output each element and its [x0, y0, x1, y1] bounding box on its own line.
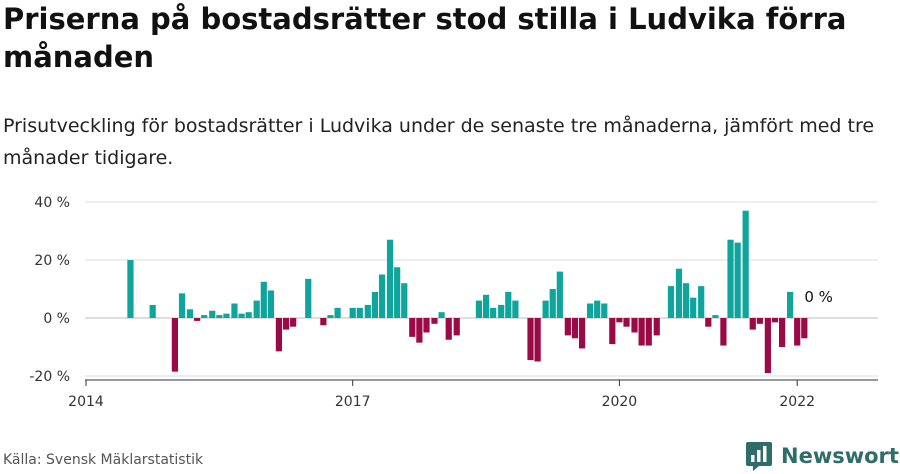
bar-negative: [631, 318, 638, 333]
bar-negative: [645, 318, 652, 346]
bar-positive: [334, 307, 341, 318]
bar-negative: [638, 318, 645, 346]
y-tick-label: 0 %: [43, 311, 70, 327]
bar-negative: [779, 318, 786, 347]
bar-negative: [794, 318, 801, 346]
bar-negative: [453, 318, 460, 336]
bar-positive: [675, 268, 683, 318]
bar-positive: [512, 300, 519, 318]
bar-positive: [682, 283, 690, 318]
chart-subtitle: Prisutveckling för bostadsrätter i Ludvi…: [3, 115, 875, 169]
bar-negative: [623, 318, 630, 327]
bar-positive: [787, 291, 794, 318]
bar-negative: [609, 318, 616, 345]
brand-name: Newsworthy: [781, 444, 900, 468]
bar-negative: [423, 318, 430, 333]
bar-negative: [653, 318, 660, 336]
y-tick-label: 20 %: [34, 253, 70, 269]
bar-negative: [771, 318, 779, 323]
bar-positive: [186, 309, 194, 318]
bar-positive: [690, 297, 697, 318]
bar-positive: [438, 312, 445, 318]
bar-positive: [349, 307, 356, 318]
bar-positive: [178, 293, 186, 318]
bar-negative: [290, 318, 297, 327]
bar-positive: [209, 310, 216, 318]
bar-negative: [282, 318, 290, 330]
x-tick-label: 2022: [779, 394, 815, 410]
bar-positive: [238, 313, 245, 318]
bar-negative: [445, 318, 452, 340]
bar-positive: [667, 286, 675, 318]
bar-positive: [542, 300, 549, 318]
bar-positive: [371, 291, 379, 318]
bar-negative: [571, 318, 579, 339]
bar-positive: [698, 286, 705, 318]
bar-positive: [394, 267, 401, 318]
bar-positive: [201, 315, 208, 318]
brand-logo: Newsworthy: [745, 440, 900, 472]
bar-negative: [756, 318, 763, 324]
bar-positive: [401, 283, 408, 318]
bar-positive: [216, 315, 223, 318]
x-tick-label: 2017: [335, 394, 371, 410]
x-tick-label: 2020: [602, 394, 638, 410]
bar-negative: [431, 318, 438, 324]
bar-positive: [594, 300, 601, 318]
bar-negative: [416, 318, 423, 343]
bar-negative: [275, 318, 283, 352]
bar-positive: [253, 300, 260, 318]
bar-positive: [356, 307, 363, 318]
bar-positive: [549, 289, 556, 318]
bar-positive: [556, 271, 563, 318]
bar-negative: [527, 318, 534, 361]
bar-negative: [749, 318, 756, 330]
bar-positive: [712, 315, 719, 318]
bar-negative: [409, 318, 416, 337]
bar-negative: [534, 318, 541, 362]
bar-negative: [564, 318, 571, 336]
bar-positive: [727, 239, 734, 318]
last-value-label: 0 %: [804, 288, 833, 306]
bar-positive: [149, 304, 156, 318]
bar-positive: [260, 281, 267, 318]
bar-positive: [127, 260, 134, 318]
bar-positive: [231, 303, 238, 318]
bar-positive: [327, 315, 334, 318]
bar-negative: [764, 318, 771, 374]
bar-positive: [386, 239, 394, 318]
bar-positive: [601, 303, 608, 318]
x-tick-label: 2014: [68, 394, 104, 410]
bar-positive: [364, 304, 371, 318]
bar-negative: [720, 318, 727, 346]
newsworthy-logo-icon: [746, 442, 772, 471]
bar-positive: [505, 291, 512, 318]
chart-title: Priserna på bostadsrätter stod stilla i …: [3, 2, 847, 74]
bar-positive: [742, 210, 749, 318]
bar-negative: [320, 318, 327, 326]
bar-positive: [245, 312, 252, 318]
bar-negative: [616, 318, 623, 323]
bar-negative: [705, 318, 712, 327]
bar-positive: [498, 304, 505, 318]
y-tick-label: -20 %: [29, 369, 70, 385]
bar-positive: [223, 313, 230, 318]
source-note: Källa: Svensk Mäklarstatistik: [3, 452, 204, 468]
bar-positive: [734, 242, 741, 318]
y-tick-label: 40 %: [34, 195, 70, 211]
bar-positive: [305, 278, 312, 318]
bar-positive: [482, 294, 490, 318]
bar-negative: [171, 318, 178, 372]
bar-positive: [490, 307, 497, 318]
bar-chart: 40 % 20 % 0 % -20 % 2014 2017 2020 2022 0 %: [29, 195, 878, 410]
bar-negative: [578, 318, 586, 349]
bar-positive: [475, 300, 483, 318]
bar-negative: [801, 318, 808, 339]
bar-positive: [267, 290, 275, 318]
bar-positive: [378, 274, 386, 318]
bar-negative: [194, 318, 201, 321]
bar-positive: [586, 303, 594, 318]
